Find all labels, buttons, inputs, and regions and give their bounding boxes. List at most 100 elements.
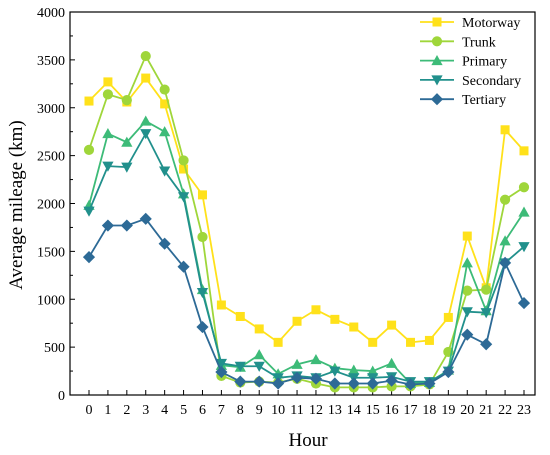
x-tick-label: 13: [328, 403, 342, 418]
data-point-tertiary: [177, 260, 190, 273]
y-tick-label: 2000: [37, 198, 65, 213]
data-point-tertiary: [290, 371, 304, 384]
data-point-motorway: [519, 146, 529, 156]
data-point-tertiary: [215, 365, 228, 379]
data-point-motorway: [349, 322, 359, 332]
x-tick-label: 8: [237, 403, 244, 418]
x-tick-label: 18: [422, 403, 436, 418]
data-point-primary: [291, 358, 303, 369]
data-point-motorway: [179, 164, 189, 174]
x-tick-label: 19: [441, 403, 455, 418]
data-point-secondary: [177, 192, 190, 203]
x-tick-label: 5: [180, 403, 187, 418]
data-point-tertiary: [442, 365, 455, 379]
x-tick-label: 14: [347, 403, 361, 418]
data-point-tertiary: [101, 219, 114, 232]
legend-marker-secondary: [431, 75, 443, 86]
data-point-motorway: [235, 311, 245, 321]
x-axis: 0 1 2 3 4 5 6 7 8 9 10 11 12 13 14 15 16 17 18 19 20 21 22 23: [86, 390, 531, 418]
data-point-tertiary: [82, 251, 96, 264]
y-tick-label: 0: [58, 389, 65, 404]
data-point-trunk: [83, 144, 95, 155]
data-point-motorway: [103, 77, 113, 87]
data-point-secondary: [234, 361, 246, 372]
x-tick-label: 12: [309, 403, 323, 418]
x-tick-label: 21: [479, 403, 493, 418]
data-point-tertiary: [499, 256, 512, 269]
y-tick-label: 3000: [37, 102, 65, 117]
x-axis-label: Hour: [288, 430, 328, 451]
data-point-tertiary: [423, 377, 436, 390]
x-tick-label: 7: [218, 403, 225, 418]
data-point-motorway: [462, 231, 472, 241]
x-tick-label: 15: [366, 403, 380, 418]
data-point-tertiary: [480, 338, 493, 351]
data-point-motorway: [141, 73, 151, 83]
data-point-tertiary: [253, 375, 266, 388]
x-tick-label: 17: [404, 403, 418, 418]
data-point-trunk: [518, 182, 530, 193]
data-point-motorway: [160, 99, 170, 109]
x-tick-label: 6: [199, 403, 206, 418]
data-point-trunk: [499, 194, 511, 205]
data-point-primary: [499, 235, 511, 246]
data-point-motorway: [254, 324, 264, 334]
data-point-primary: [367, 365, 379, 376]
x-tick-label: 3: [142, 403, 149, 418]
legend-entries: Motorway Trunk Primary Secondary Tertiary: [420, 16, 521, 108]
x-tick-label: 1: [104, 403, 111, 418]
data-point-tertiary: [347, 377, 360, 390]
y-axis: 0 500 1000 1500 2000 2500 3000 3500 4000: [37, 6, 75, 404]
data-point-primary: [461, 257, 473, 268]
x-tick-label: 22: [498, 403, 512, 418]
data-point-tertiary: [517, 297, 531, 310]
data-point-secondary: [480, 308, 492, 319]
data-point-motorway: [500, 125, 510, 135]
data-point-primary: [310, 353, 322, 365]
data-point-secondary: [83, 206, 95, 217]
data-point-secondary: [159, 166, 171, 177]
data-point-tertiary: [158, 237, 171, 250]
data-point-secondary: [329, 366, 341, 377]
data-point-primary: [121, 136, 133, 147]
x-tick-label: 10: [271, 403, 285, 418]
y-tick-label: 1000: [37, 293, 65, 308]
y-tick-label: 4000: [37, 6, 65, 21]
data-point-tertiary: [366, 377, 379, 390]
series-layer: [82, 50, 531, 393]
data-point-motorway: [311, 305, 321, 315]
data-point-trunk: [102, 89, 114, 100]
data-point-primary: [518, 206, 530, 217]
data-point-tertiary: [404, 378, 417, 391]
data-point-secondary: [102, 161, 114, 172]
data-point-trunk: [197, 231, 208, 243]
data-point-secondary: [215, 358, 228, 370]
legend-marker-motorway: [432, 17, 442, 27]
data-point-primary: [140, 115, 152, 126]
data-point-motorway: [368, 337, 378, 347]
legend-label-primary: Primary: [462, 55, 507, 70]
data-point-trunk: [462, 285, 473, 296]
data-point-motorway: [406, 337, 416, 347]
data-point-motorway: [197, 190, 207, 200]
data-point-secondary: [196, 288, 209, 299]
data-point-primary: [253, 349, 265, 360]
legend-label-secondary: Secondary: [462, 74, 521, 89]
data-point-tertiary: [196, 320, 209, 334]
data-point-primary: [385, 357, 398, 368]
series-line-primary: [88, 120, 525, 385]
data-point-primary: [348, 364, 360, 375]
series-line-secondary: [88, 131, 525, 383]
y-tick-label: 3500: [37, 54, 65, 69]
data-point-motorway: [216, 300, 226, 310]
legend-label-trunk: Trunk: [462, 35, 496, 50]
data-point-primary: [102, 127, 114, 139]
x-tick-label: 2: [123, 403, 130, 418]
y-tick-label: 2500: [37, 150, 65, 165]
data-point-secondary: [518, 242, 530, 253]
data-point-trunk: [481, 284, 492, 295]
data-point-motorway: [424, 335, 434, 345]
x-tick-label: 4: [161, 403, 168, 418]
legend-label-motorway: Motorway: [462, 16, 520, 31]
legend-marker-trunk: [431, 36, 443, 47]
